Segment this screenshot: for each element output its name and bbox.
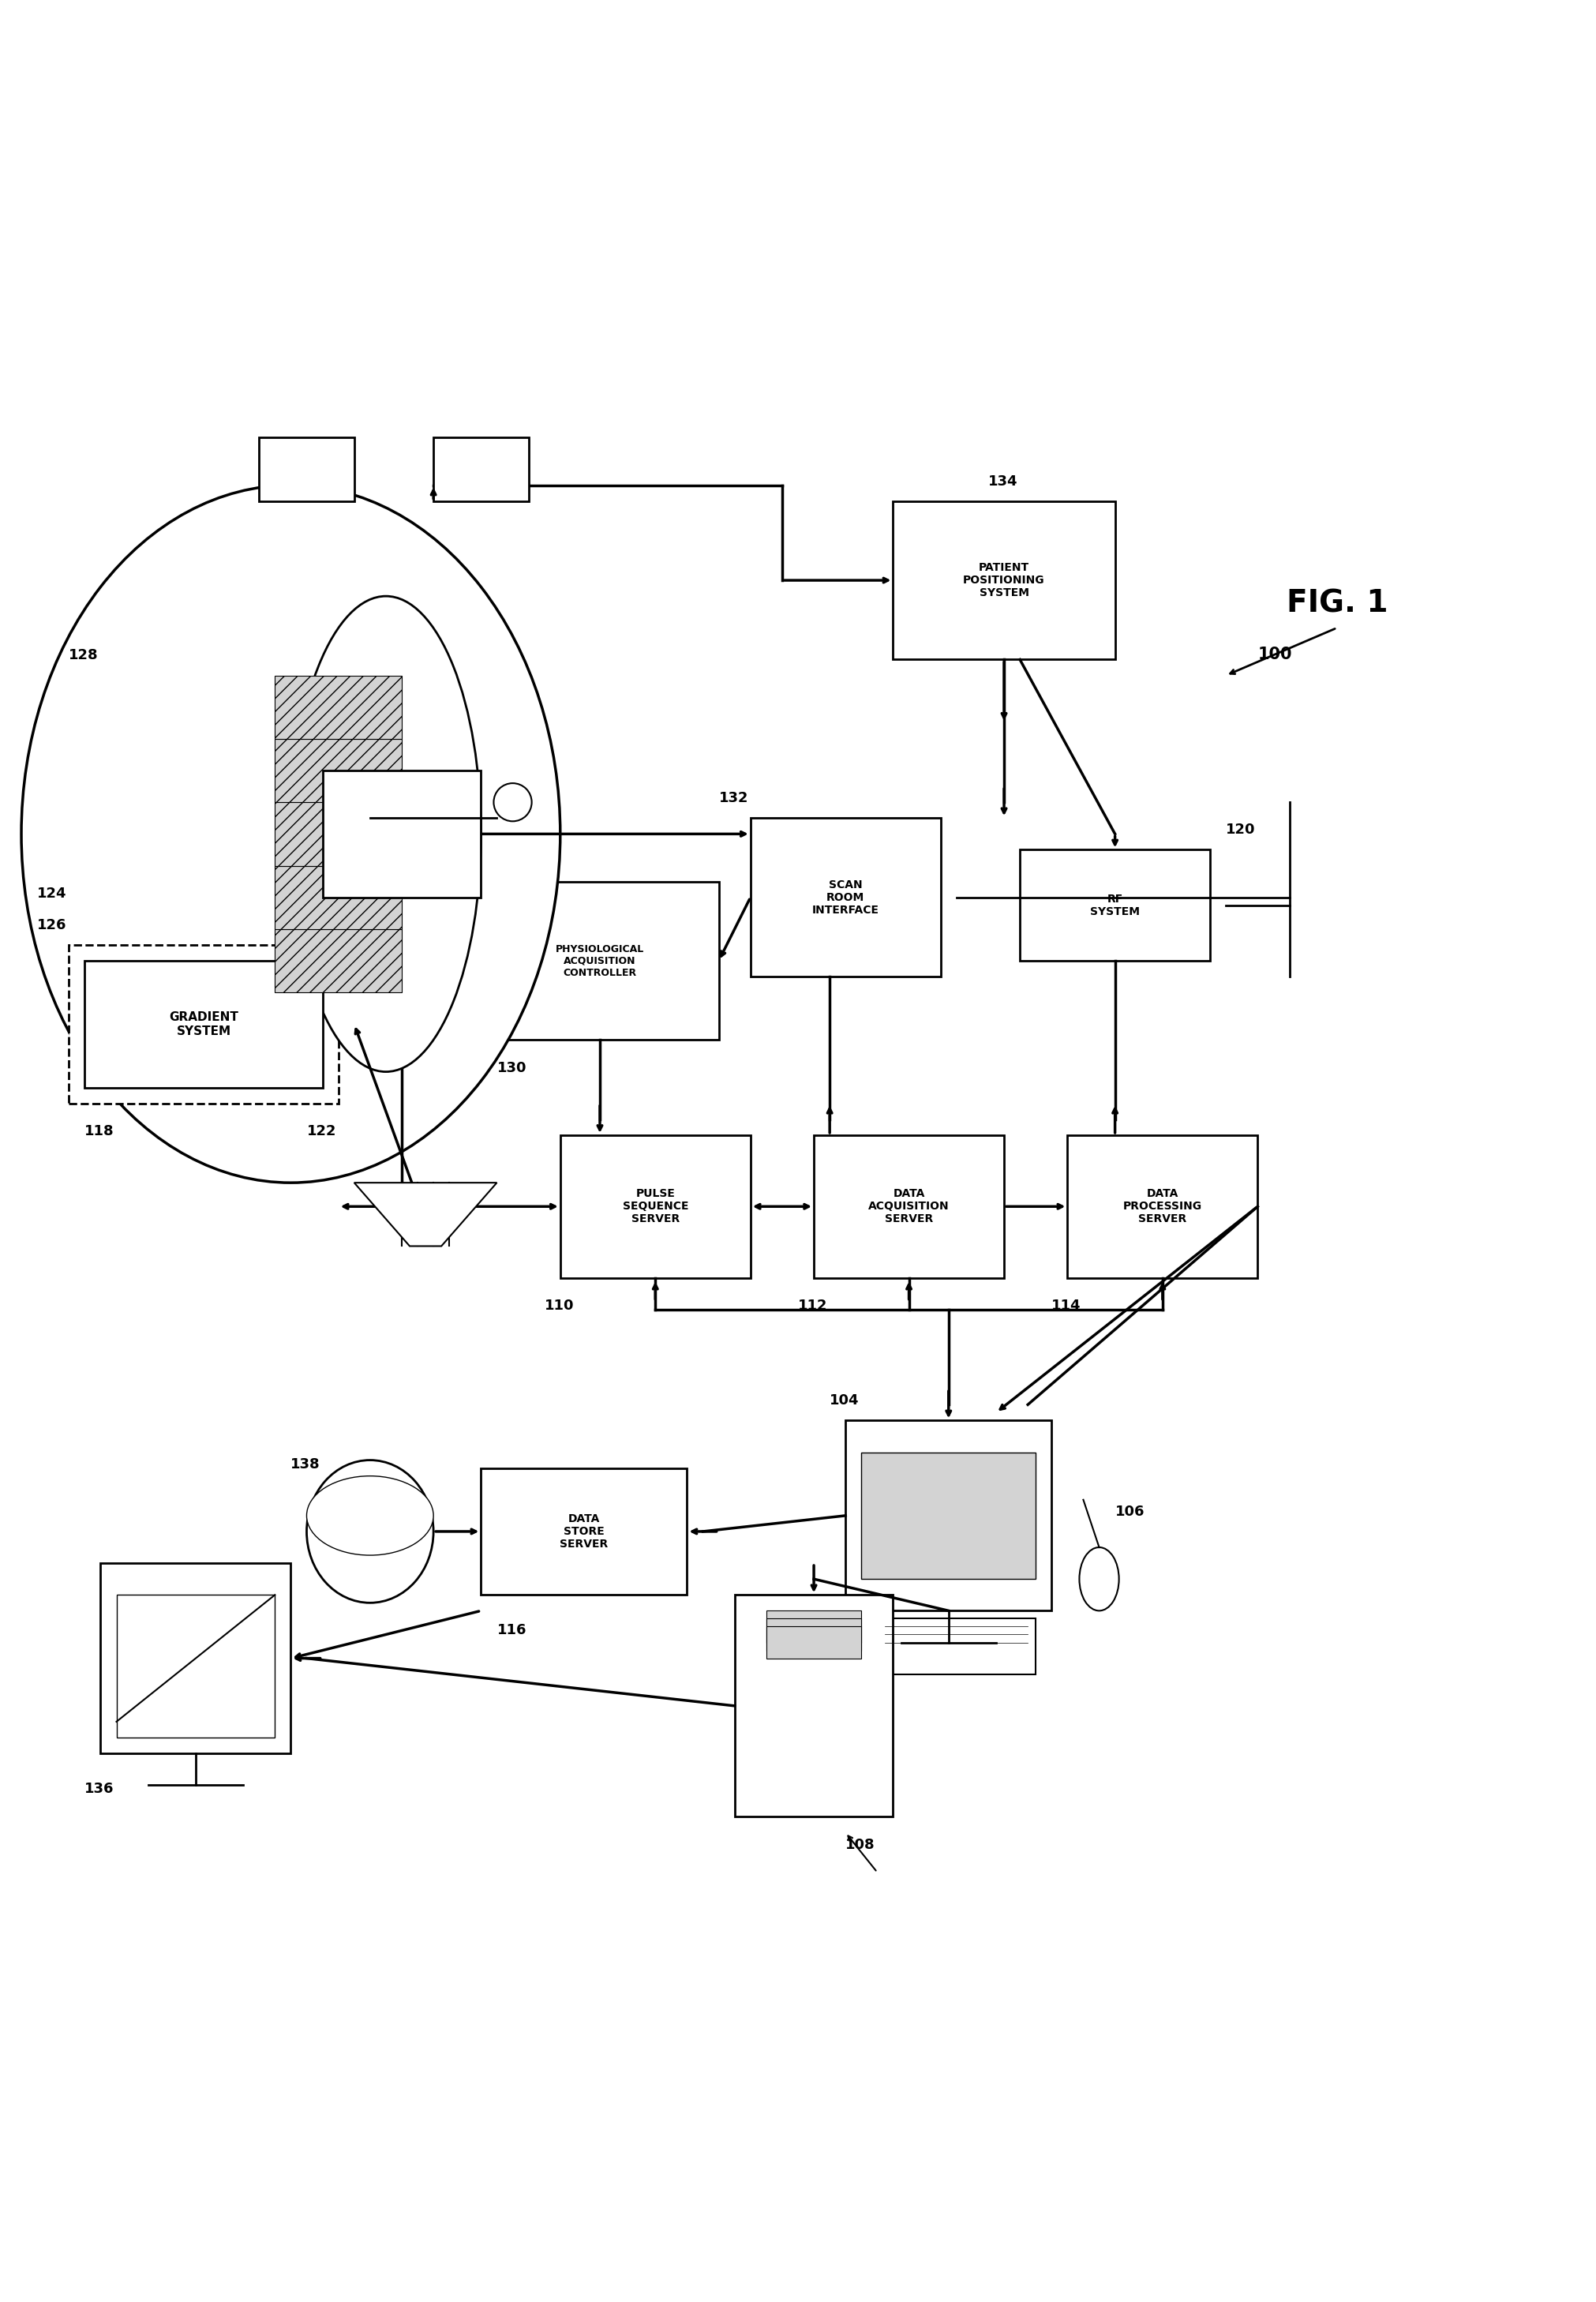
- FancyBboxPatch shape: [734, 1595, 894, 1816]
- Ellipse shape: [1079, 1547, 1119, 1611]
- Ellipse shape: [290, 596, 480, 1073]
- Text: PHYSIOLOGICAL
ACQUISITION
CONTROLLER: PHYSIOLOGICAL ACQUISITION CONTROLLER: [555, 944, 645, 978]
- Text: 132: 132: [718, 792, 749, 806]
- Text: 104: 104: [830, 1393, 859, 1409]
- FancyBboxPatch shape: [766, 1628, 862, 1657]
- Text: DATA
ACQUISITION
SERVER: DATA ACQUISITION SERVER: [868, 1188, 950, 1225]
- Text: FIG. 1: FIG. 1: [1286, 589, 1387, 619]
- FancyBboxPatch shape: [101, 1563, 290, 1754]
- FancyBboxPatch shape: [1068, 1135, 1258, 1278]
- FancyBboxPatch shape: [750, 817, 940, 976]
- Ellipse shape: [21, 486, 560, 1183]
- FancyBboxPatch shape: [480, 1469, 686, 1595]
- Text: 110: 110: [544, 1298, 575, 1312]
- FancyBboxPatch shape: [766, 1611, 862, 1641]
- Text: 136: 136: [85, 1782, 115, 1796]
- Text: 120: 120: [1226, 822, 1256, 838]
- Text: 130: 130: [496, 1061, 527, 1075]
- FancyBboxPatch shape: [878, 1618, 1036, 1674]
- Text: RF
SYSTEM: RF SYSTEM: [1090, 893, 1140, 916]
- FancyBboxPatch shape: [117, 1595, 275, 1738]
- FancyBboxPatch shape: [480, 882, 718, 1041]
- Text: GRADIENT
SYSTEM: GRADIENT SYSTEM: [169, 1011, 238, 1036]
- Text: DATA
PROCESSING
SERVER: DATA PROCESSING SERVER: [1124, 1188, 1202, 1225]
- FancyBboxPatch shape: [85, 960, 322, 1087]
- Text: 124: 124: [37, 886, 67, 900]
- Text: 126: 126: [37, 918, 67, 932]
- FancyBboxPatch shape: [560, 1135, 750, 1278]
- Ellipse shape: [306, 1459, 434, 1602]
- FancyBboxPatch shape: [275, 930, 402, 992]
- FancyBboxPatch shape: [275, 866, 402, 930]
- FancyBboxPatch shape: [1020, 849, 1210, 960]
- Text: 134: 134: [988, 474, 1018, 488]
- Text: DATA
STORE
SERVER: DATA STORE SERVER: [560, 1512, 608, 1549]
- Text: SCAN
ROOM
INTERFACE: SCAN ROOM INTERFACE: [812, 879, 879, 916]
- Text: PULSE
SEQUENCE
SERVER: PULSE SEQUENCE SERVER: [622, 1188, 688, 1225]
- FancyBboxPatch shape: [846, 1420, 1052, 1611]
- Text: 118: 118: [85, 1123, 115, 1137]
- FancyBboxPatch shape: [434, 437, 528, 502]
- FancyBboxPatch shape: [259, 437, 354, 502]
- Text: 131: 131: [290, 935, 321, 948]
- Ellipse shape: [306, 1476, 434, 1556]
- Text: 112: 112: [798, 1298, 828, 1312]
- FancyBboxPatch shape: [322, 771, 480, 898]
- Text: 100: 100: [1258, 647, 1293, 663]
- Text: PATIENT
POSITIONING
SYSTEM: PATIENT POSITIONING SYSTEM: [962, 562, 1045, 599]
- Polygon shape: [354, 1183, 496, 1245]
- FancyBboxPatch shape: [275, 674, 402, 739]
- FancyBboxPatch shape: [69, 944, 338, 1103]
- FancyBboxPatch shape: [814, 1135, 1004, 1278]
- FancyBboxPatch shape: [862, 1453, 1036, 1579]
- Circle shape: [493, 783, 531, 822]
- Text: 106: 106: [1116, 1506, 1144, 1519]
- Text: 114: 114: [1052, 1298, 1080, 1312]
- FancyBboxPatch shape: [275, 739, 402, 801]
- FancyBboxPatch shape: [766, 1618, 862, 1651]
- Text: 116: 116: [496, 1623, 527, 1637]
- FancyBboxPatch shape: [275, 801, 402, 866]
- FancyBboxPatch shape: [894, 502, 1116, 661]
- Text: 108: 108: [846, 1837, 875, 1851]
- Text: 128: 128: [69, 649, 99, 663]
- Text: 122: 122: [306, 1123, 337, 1137]
- Text: 138: 138: [290, 1457, 321, 1471]
